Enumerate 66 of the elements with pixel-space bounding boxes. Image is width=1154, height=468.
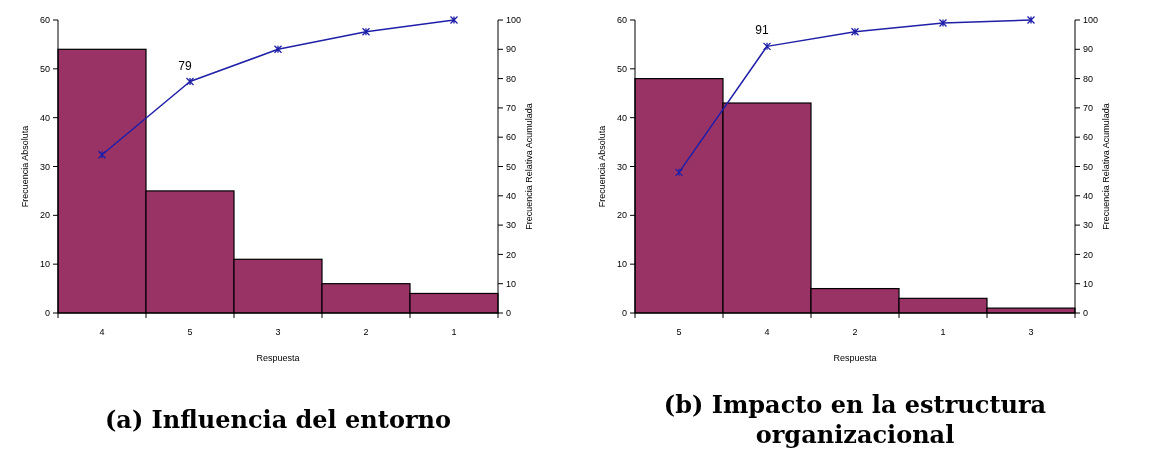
y2-tick-label: 70 xyxy=(1083,103,1094,114)
y2-tick-label: 50 xyxy=(506,161,517,172)
y-tick-label: 50 xyxy=(616,63,627,74)
x-tick-label: 4 xyxy=(764,327,770,337)
y2-tick-label: 50 xyxy=(1083,161,1094,172)
point xyxy=(97,150,107,159)
point xyxy=(674,168,684,177)
point xyxy=(449,15,459,25)
annotation: 79 xyxy=(178,58,192,73)
y2-tick-label: 40 xyxy=(1083,190,1094,201)
y-tick-label: 50 xyxy=(39,63,50,74)
y-tick-label: 0 xyxy=(44,308,50,319)
y-tick-label: 60 xyxy=(616,15,627,26)
y2-tick-label: 100 xyxy=(506,15,522,26)
point xyxy=(1026,15,1036,25)
text: (b) Impacto en la estructura organizacional xyxy=(663,390,1047,450)
y2-tick-label: 0 xyxy=(1083,308,1089,319)
y2-tick-label: 20 xyxy=(1083,249,1094,260)
y2-axis-title: Frecuencia Relativa Acumulada xyxy=(524,103,534,230)
y-tick-label: 30 xyxy=(39,161,50,172)
y2-tick-label: 20 xyxy=(506,249,517,260)
y2-tick-label: 90 xyxy=(506,44,517,55)
y-tick-label: 40 xyxy=(616,112,627,123)
x-tick-label: 4 xyxy=(99,327,105,337)
point xyxy=(850,27,860,36)
x-tick-label: 2 xyxy=(363,327,369,337)
y2-tick-label: 0 xyxy=(506,308,512,319)
point xyxy=(938,18,948,28)
y2-axis-title: Frecuencia Relativa Acumulada xyxy=(1101,103,1111,230)
x-tick-label: 5 xyxy=(676,327,682,337)
x-tick-label: 5 xyxy=(187,327,193,337)
x-tick-label: 1 xyxy=(940,327,946,337)
x-axis-title: Respuesta xyxy=(833,353,877,363)
point xyxy=(762,42,772,51)
y2-tick-label: 90 xyxy=(1083,44,1094,55)
x-axis-title: Respuesta xyxy=(256,353,300,363)
y2-tick-label: 60 xyxy=(506,132,517,143)
y2-tick-label: 100 xyxy=(1083,15,1099,26)
annotation: 91 xyxy=(755,23,769,38)
y2-tick-label: 80 xyxy=(1083,73,1094,84)
x-tick-label: 1 xyxy=(451,327,457,337)
y-tick-label: 10 xyxy=(616,259,627,270)
y-tick-label: 40 xyxy=(39,112,50,123)
y-tick-label: 0 xyxy=(621,308,627,319)
y2-tick-label: 70 xyxy=(506,103,517,114)
y2-tick-label: 10 xyxy=(506,278,517,289)
point xyxy=(361,27,371,36)
y-tick-label: 20 xyxy=(39,210,50,221)
y-tick-label: 10 xyxy=(39,259,50,270)
y-axis-title: Frecuencia Absoluta xyxy=(597,125,607,208)
x-tick-label: 3 xyxy=(275,327,281,337)
y2-tick-label: 80 xyxy=(506,73,517,84)
point xyxy=(273,45,283,54)
point xyxy=(185,77,195,86)
y2-tick-label: 30 xyxy=(506,220,517,231)
x-tick-label: 2 xyxy=(852,327,858,337)
y2-tick-label: 60 xyxy=(1083,132,1094,143)
y-tick-label: 60 xyxy=(39,15,50,26)
y2-tick-label: 40 xyxy=(506,190,517,201)
y2-tick-label: 10 xyxy=(1083,278,1094,289)
x-tick-label: 3 xyxy=(1028,327,1034,337)
text: (a) Influencia del entorno xyxy=(105,405,451,435)
y2-tick-label: 30 xyxy=(1083,220,1094,231)
y-axis-title: Frecuencia Absoluta xyxy=(20,125,30,208)
y-tick-label: 20 xyxy=(616,210,627,221)
y-tick-label: 30 xyxy=(616,161,627,172)
